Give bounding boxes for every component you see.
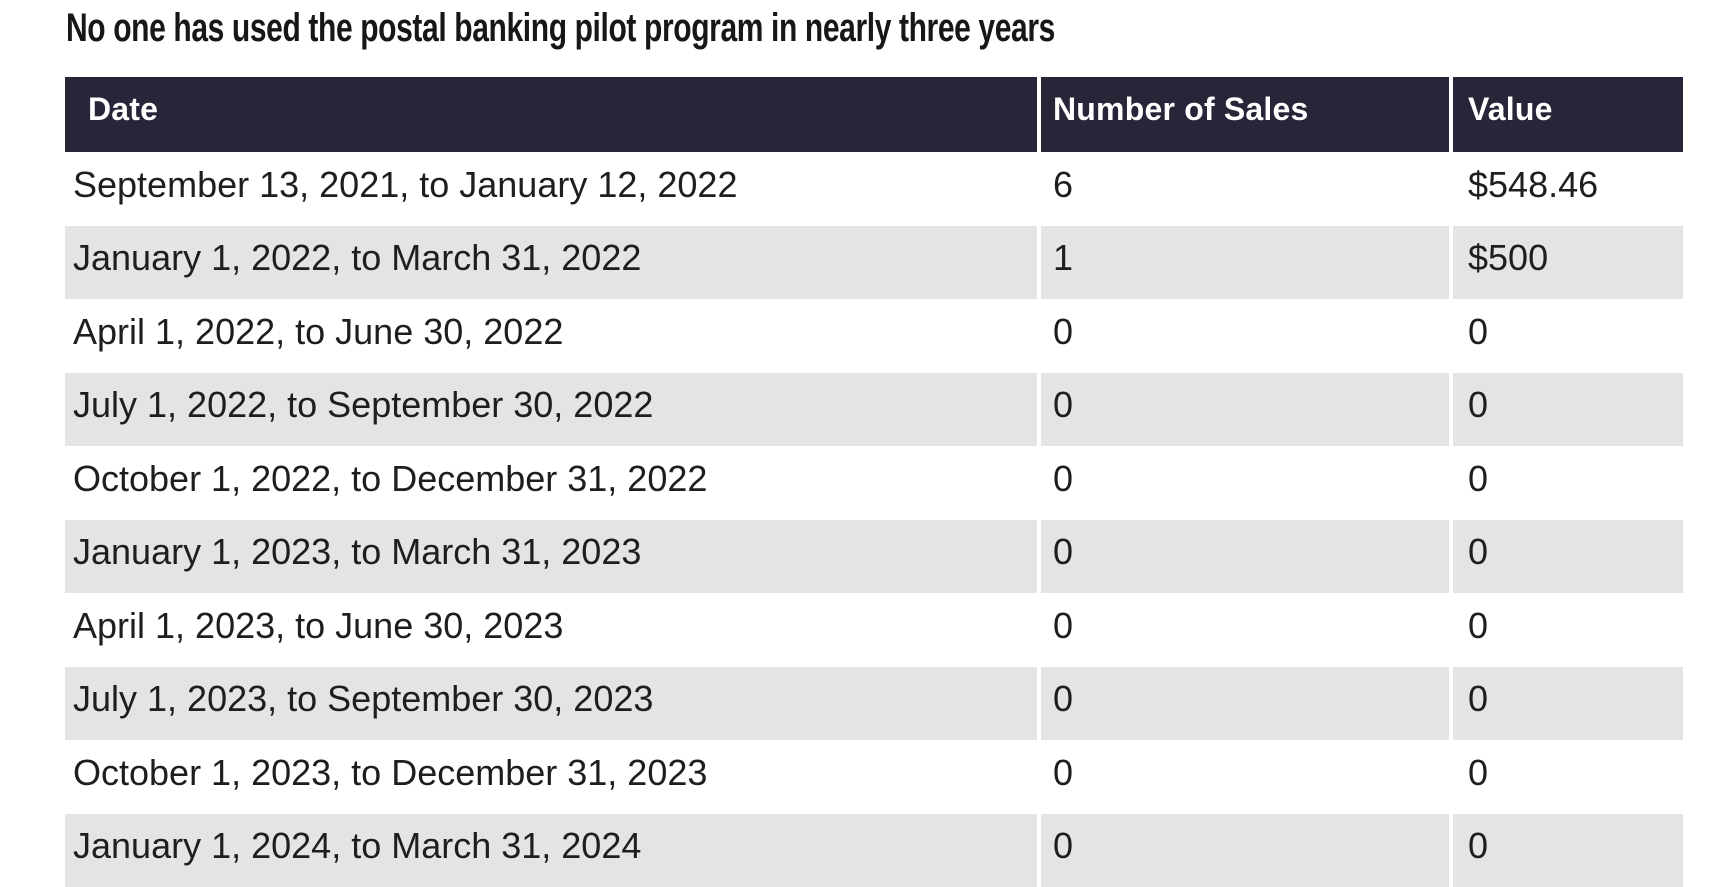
table-body: September 13, 2021, to January 12, 2022 … <box>65 152 1683 887</box>
sales-table: Date Number of Sales Value September 13,… <box>65 77 1683 887</box>
cell-date: September 13, 2021, to January 12, 2022 <box>65 152 1037 226</box>
cell-sales: 0 <box>1037 593 1449 667</box>
column-header-value: Value <box>1449 77 1683 152</box>
table-row: September 13, 2021, to January 12, 2022 … <box>65 152 1683 226</box>
column-header-date: Date <box>65 77 1037 152</box>
cell-sales: 0 <box>1037 814 1449 887</box>
table-header: Date Number of Sales Value <box>65 77 1683 152</box>
cell-date: October 1, 2022, to December 31, 2022 <box>65 446 1037 520</box>
page: No one has used the postal banking pilot… <box>0 0 1724 838</box>
cell-value: 0 <box>1449 814 1683 887</box>
table-row: January 1, 2023, to March 31, 2023 0 0 <box>65 520 1683 594</box>
cell-value: 0 <box>1449 593 1683 667</box>
cell-value: 0 <box>1449 299 1683 373</box>
cell-date: January 1, 2023, to March 31, 2023 <box>65 520 1037 594</box>
header-row: Date Number of Sales Value <box>65 77 1683 152</box>
table-row: January 1, 2024, to March 31, 2024 0 0 <box>65 814 1683 887</box>
cell-value: $500 <box>1449 226 1683 300</box>
cell-value: 0 <box>1449 446 1683 520</box>
cell-sales: 6 <box>1037 152 1449 226</box>
table-row: October 1, 2022, to December 31, 2022 0 … <box>65 446 1683 520</box>
cell-sales: 0 <box>1037 446 1449 520</box>
table-row: October 1, 2023, to December 31, 2023 0 … <box>65 740 1683 814</box>
cell-value: $548.46 <box>1449 152 1683 226</box>
cell-date: July 1, 2023, to September 30, 2023 <box>65 667 1037 741</box>
cell-value: 0 <box>1449 520 1683 594</box>
cell-value: 0 <box>1449 373 1683 447</box>
cell-sales: 0 <box>1037 667 1449 741</box>
table-row: July 1, 2022, to September 30, 2022 0 0 <box>65 373 1683 447</box>
cell-date: January 1, 2022, to March 31, 2022 <box>65 226 1037 300</box>
cell-sales: 1 <box>1037 226 1449 300</box>
cell-sales: 0 <box>1037 520 1449 594</box>
table-row: January 1, 2022, to March 31, 2022 1 $50… <box>65 226 1683 300</box>
cell-sales: 0 <box>1037 740 1449 814</box>
cell-sales: 0 <box>1037 299 1449 373</box>
table-row: July 1, 2023, to September 30, 2023 0 0 <box>65 667 1683 741</box>
cell-value: 0 <box>1449 667 1683 741</box>
cell-date: April 1, 2022, to June 30, 2022 <box>65 299 1037 373</box>
cell-date: July 1, 2022, to September 30, 2022 <box>65 373 1037 447</box>
table-row: April 1, 2023, to June 30, 2023 0 0 <box>65 593 1683 667</box>
cell-sales: 0 <box>1037 373 1449 447</box>
table-row: April 1, 2022, to June 30, 2022 0 0 <box>65 299 1683 373</box>
cell-date: January 1, 2024, to March 31, 2024 <box>65 814 1037 887</box>
column-header-sales: Number of Sales <box>1037 77 1449 152</box>
cell-date: April 1, 2023, to June 30, 2023 <box>65 593 1037 667</box>
cell-value: 0 <box>1449 740 1683 814</box>
cell-date: October 1, 2023, to December 31, 2023 <box>65 740 1037 814</box>
chart-title: No one has used the postal banking pilot… <box>66 4 1055 52</box>
